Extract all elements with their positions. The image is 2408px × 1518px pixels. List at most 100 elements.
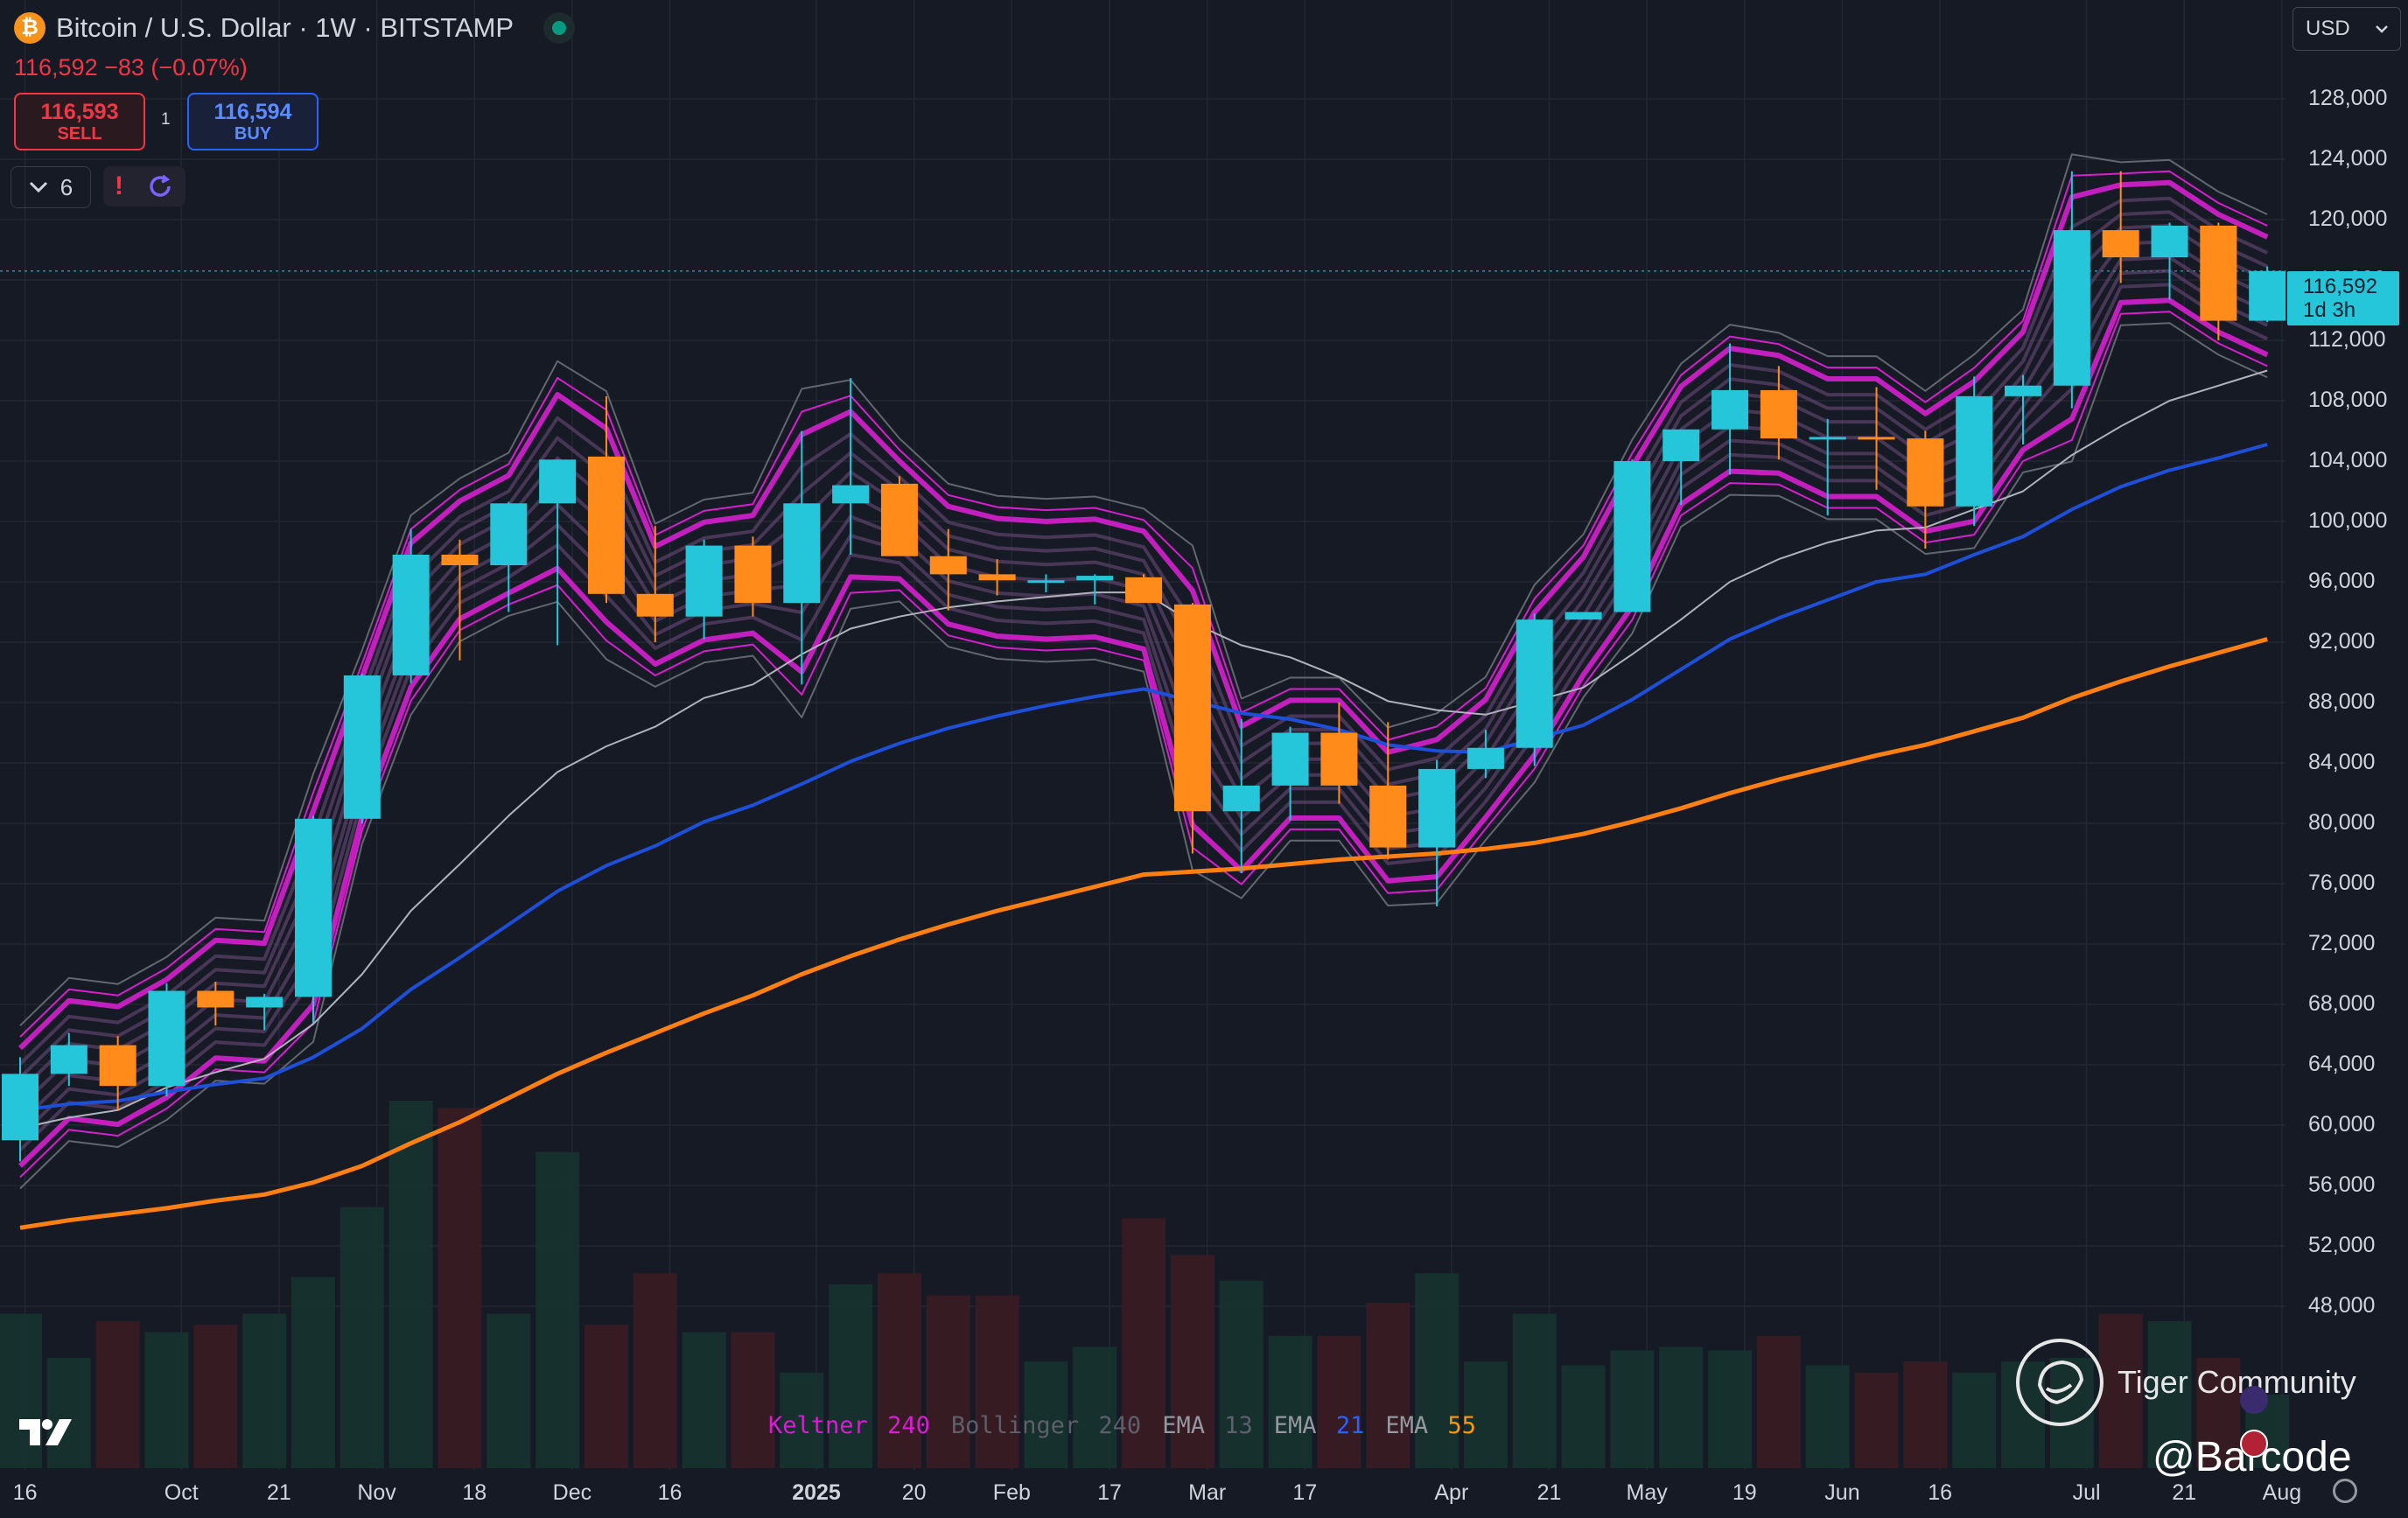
candle-up [1516,619,1553,748]
price-tick-label: 128,000 [2308,86,2387,111]
legend-value: 55 [1447,1412,1476,1439]
candle-down [2103,230,2139,257]
candle-down [1320,733,1357,786]
price-tick-label: 76,000 [2308,871,2375,896]
volume-bar [193,1325,237,1468]
volume-bar [1220,1281,1264,1468]
chevron-down-icon [2376,24,2388,33]
candle-up [1027,580,1064,583]
price-change: 116,592 −83 (−0.07%) [14,54,248,81]
time-tick-label: Apr [1434,1480,1468,1506]
sell-label: SELL [57,124,102,143]
candle-up [1662,430,1699,461]
candle-up [1223,786,1260,811]
legend-name[interactable]: EMA [1385,1412,1428,1439]
volume-bar [731,1333,774,1468]
time-tick-label: 16 [13,1480,38,1506]
candle-up [1712,390,1748,430]
market-status-icon[interactable] [543,12,575,44]
legend-value: 13 [1224,1412,1253,1439]
price-tick-label: 96,000 [2308,569,2375,594]
legend-name[interactable]: Keltner [768,1412,868,1439]
price-tick-label: 112,000 [2308,327,2386,353]
bitcoin-icon: ₿ [14,12,46,44]
time-tick-label: 19 [1732,1480,1757,1506]
candle-up [2005,386,2041,396]
time-tick-label: 16 [658,1480,682,1506]
candle-up [1810,437,1846,439]
volume-bar [389,1101,433,1468]
volume-bar [1855,1373,1899,1468]
time-tick-label: Aug [2263,1480,2301,1506]
time-tick-label: 17 [1292,1480,1317,1506]
time-tick-label: 21 [267,1480,291,1506]
candle-down [1907,438,1943,507]
indicator-legend[interactable]: Keltner 240 Bollinger 240 EMA 13 EMA 21 EMA … [768,1412,1497,1439]
warning-icon[interactable]: ! [115,171,123,201]
time-tick-label: Jun [1824,1480,1859,1506]
symbol-header[interactable]: ₿ Bitcoin / U.S. Dollar · 1W · BITSTAMP [14,12,575,44]
spread-value: 1 [161,110,171,129]
candle-up [1076,576,1113,580]
indicators-count: 6 [60,174,73,201]
sell-price: 116,593 [41,100,119,124]
tradingview-logo-icon[interactable] [19,1417,75,1456]
keltner-band-line [20,199,2267,1064]
symbol-title[interactable]: Bitcoin / U.S. Dollar · 1W · BITSTAMP [56,12,514,44]
volume-bar [927,1296,970,1468]
volume-bar [242,1314,286,1468]
price-tick-label: 88,000 [2308,689,2375,715]
last-price-tag: 116,592 1d 3h [2287,271,2399,325]
candle-up [832,486,869,504]
candle-down [441,555,478,565]
candle-up [148,990,185,1086]
candle-down [734,546,771,604]
tv-mark-icon [19,1417,75,1447]
volume-bar [829,1284,872,1468]
time-tick-label: Oct [164,1480,199,1506]
candle-up [783,503,820,603]
volume-bar [486,1314,530,1468]
legend-name[interactable]: Bollinger [951,1412,1079,1439]
bar-countdown: 1d 3h [2303,298,2399,322]
volume-bar [1708,1351,1752,1468]
time-tick-label: 2025 [792,1480,841,1506]
candle-up [2152,226,2188,257]
currency-value: USD [2306,17,2350,41]
volume-bar [438,1108,481,1468]
time-tick-label: 20 [902,1480,927,1506]
candle-down [1174,605,1211,811]
currency-select[interactable]: USD [2292,7,2401,51]
buy-label: BUY [234,124,271,143]
candle-down [1369,786,1406,848]
sell-button[interactable]: 116,593 SELL [14,93,145,150]
price-tick-label: 100,000 [2308,508,2387,534]
candle-down [979,574,1016,580]
volume-bar [1903,1361,1947,1468]
keltner-band-line [20,183,2267,1048]
price-tick-label: 84,000 [2308,750,2375,775]
candle-up [295,819,332,997]
legend-name[interactable]: EMA [1162,1412,1205,1439]
refresh-icon[interactable] [146,172,174,200]
sparkle-icon[interactable] [2240,1386,2268,1414]
tiger-community-watermark: Tiger Community [2016,1339,2356,1426]
volume-bar [340,1207,384,1468]
gear-icon[interactable] [2333,1479,2357,1503]
candle-down [588,457,625,594]
tiger-logo-icon [2016,1339,2104,1426]
buy-button[interactable]: 116,594 BUY [187,93,318,150]
price-tick-label: 104,000 [2308,448,2387,473]
candle-up [1418,769,1455,848]
volume-bar [1513,1314,1557,1468]
price-tick-label: 52,000 [2308,1233,2375,1258]
last-price-value: 116,592 [2303,275,2399,298]
indicators-toggle[interactable]: 6 [10,166,91,208]
us-flag-icon[interactable] [2240,1430,2268,1458]
price-tick-label: 92,000 [2308,629,2375,654]
volume-bar [634,1273,677,1468]
legend-name[interactable]: EMA [1274,1412,1317,1439]
candle-up [51,1046,88,1074]
price-tick-label: 68,000 [2308,991,2375,1017]
